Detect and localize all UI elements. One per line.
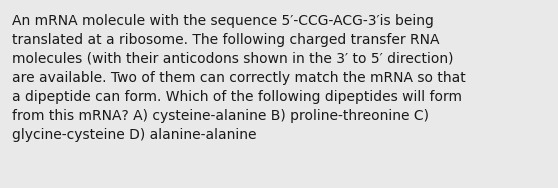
Text: An mRNA molecule with the sequence 5′-CCG-ACG-3′is being
translated at a ribosom: An mRNA molecule with the sequence 5′-CC… (12, 14, 466, 142)
